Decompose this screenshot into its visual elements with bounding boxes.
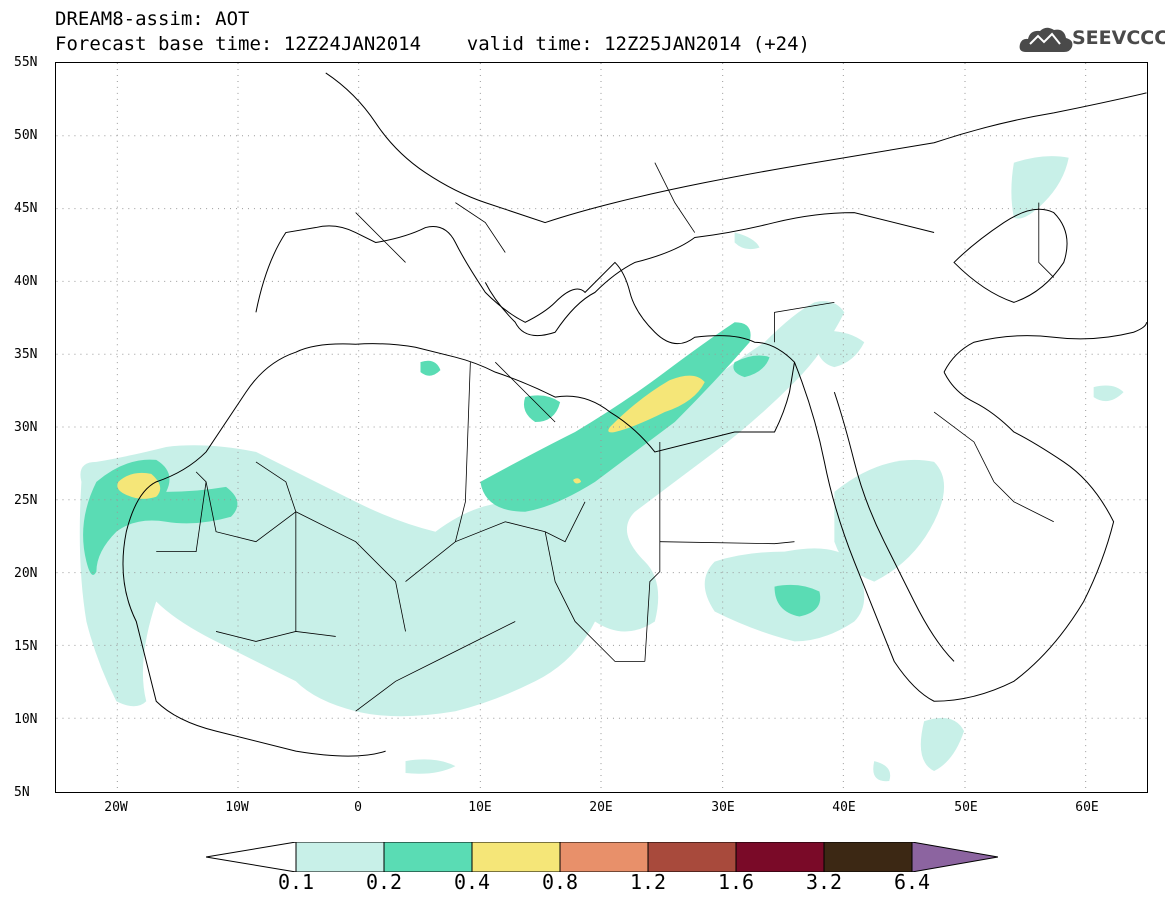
colorbar-box [735,842,825,872]
country-borders [156,162,1055,712]
colorbar-box [559,842,649,872]
colorbar-label: 0.4 [453,870,491,894]
coastlines [122,72,1147,757]
lat-label: 40N [14,274,38,289]
chart-subtitle: Forecast base time: 12Z24JAN2014 valid t… [55,33,810,55]
seevccc-logo: SEEVCCC [1018,22,1165,58]
cloud-icon [1019,27,1073,52]
lat-label: 30N [14,420,38,435]
lon-label: 40E [832,800,856,815]
lon-label: 30E [711,800,735,815]
aot-map [55,62,1148,793]
colorbar-box [471,842,561,872]
lat-label: 35N [14,347,38,362]
lat-label: 10N [14,712,38,727]
logo-text: SEEVCCC [1072,27,1165,49]
lon-label: 60E [1075,800,1099,815]
lat-label: 5N [14,785,30,800]
colorbar-label: 6.4 [893,870,931,894]
colorbar-label: 3.2 [805,870,843,894]
lat-label: 20N [14,566,38,581]
lat-label: 25N [14,493,38,508]
lat-label: 55N [14,55,38,70]
colorbar-label: 0.1 [277,870,315,894]
chart-title: DREAM8-assim: AOT [55,8,250,30]
colorbar-upper-arrow [911,842,998,872]
colorbar-label: 0.2 [365,870,403,894]
aot-shading [79,156,1124,782]
lat-label: 15N [14,639,38,654]
colorbar-box [295,842,385,872]
colorbar-box [823,842,913,872]
lon-label: 20W [104,800,128,815]
lon-label: 0 [354,800,362,815]
lon-label: 10E [468,800,492,815]
colorbar [206,842,998,872]
lat-label: 50N [14,128,38,143]
gridlines [56,63,1147,792]
colorbar-label: 0.8 [541,870,579,894]
lat-label: 45N [14,201,38,216]
lon-label: 20E [589,800,613,815]
lon-label: 10W [225,800,249,815]
colorbar-label: 1.2 [629,870,667,894]
lon-label: 50E [954,800,978,815]
colorbar-box [647,842,737,872]
colorbar-label: 1.6 [717,870,755,894]
colorbar-lower-arrow [206,842,297,872]
colorbar-box [383,842,473,872]
